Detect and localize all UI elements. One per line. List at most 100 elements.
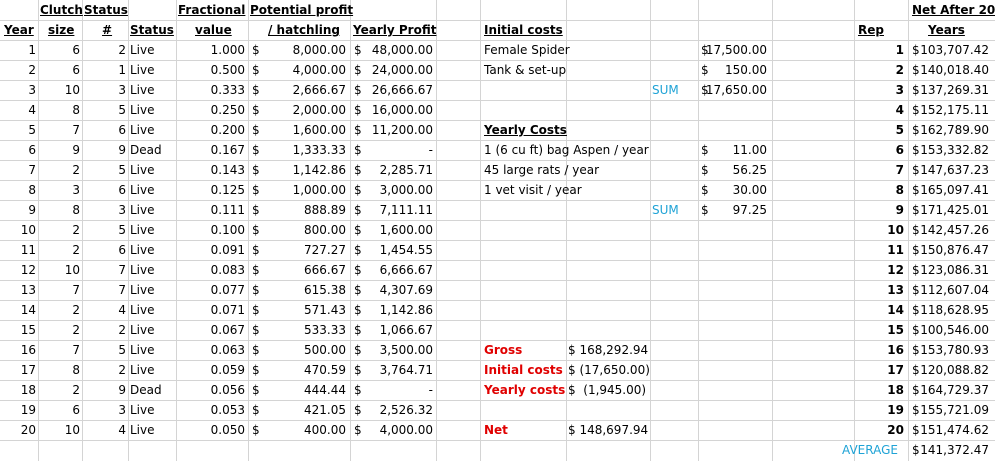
- initial-costs-summary-label[interactable]: Initial costs: [484, 363, 563, 377]
- clutch-size-cell[interactable]: 8: [72, 103, 80, 117]
- year-cell[interactable]: 8: [28, 183, 36, 197]
- rep-number-cell[interactable]: 14: [887, 303, 904, 317]
- yearly-cost-label-rats[interactable]: 45 large rats / year: [484, 163, 599, 177]
- clutch-size-cell[interactable]: 7: [72, 343, 80, 357]
- status-cell[interactable]: Live: [130, 403, 155, 417]
- rep-number-cell[interactable]: 1: [895, 43, 904, 57]
- clutch-size-cell[interactable]: 8: [72, 363, 80, 377]
- potential-profit-cell[interactable]: 4,000.00: [292, 63, 346, 77]
- fractional-value-cell[interactable]: 0.143: [210, 163, 245, 177]
- yearly-costs-sum-label[interactable]: SUM: [652, 203, 679, 217]
- initial-costs-title[interactable]: Initial costs: [484, 23, 563, 37]
- net-value[interactable]: $ 148,697.94: [568, 423, 649, 437]
- rep-net-value-cell[interactable]: 171,425.01: [920, 203, 989, 217]
- yearly-cost-amount-vet[interactable]: 30.00: [732, 183, 767, 197]
- fractional-value-cell[interactable]: 0.125: [210, 183, 245, 197]
- status-num-cell[interactable]: 4: [118, 303, 126, 317]
- rep-number-cell[interactable]: 5: [895, 123, 904, 137]
- potential-profit-cell[interactable]: 1,600.00: [292, 123, 346, 137]
- rep-net-value-cell[interactable]: 151,474.62: [920, 423, 989, 437]
- status-num-cell[interactable]: 2: [118, 363, 126, 377]
- year-cell[interactable]: 13: [20, 283, 36, 297]
- potential-profit-cell[interactable]: 1,142.86: [292, 163, 346, 177]
- year-cell[interactable]: 7: [28, 163, 36, 177]
- status-num-cell[interactable]: 9: [118, 143, 126, 157]
- rep-net-value-cell[interactable]: 140,018.40: [920, 63, 989, 77]
- year-cell[interactable]: 2: [28, 63, 36, 77]
- rep-number-cell[interactable]: 11: [887, 243, 904, 257]
- rep-net-value-cell[interactable]: 150,876.47: [920, 243, 989, 257]
- rep-number-cell[interactable]: 9: [895, 203, 904, 217]
- fractional-value-cell[interactable]: 0.091: [210, 243, 245, 257]
- year-cell[interactable]: 4: [28, 103, 36, 117]
- yearly-profit-cell[interactable]: 48,000.00: [371, 43, 433, 57]
- potential-profit-cell[interactable]: 421.05: [304, 403, 346, 417]
- yearly-profit-cell[interactable]: 26,666.67: [371, 83, 433, 97]
- header-status-num-line1[interactable]: Status: [84, 3, 128, 17]
- status-cell[interactable]: Live: [130, 343, 155, 357]
- status-cell[interactable]: Live: [130, 83, 155, 97]
- potential-profit-cell[interactable]: 2,000.00: [292, 103, 346, 117]
- clutch-size-cell[interactable]: 2: [72, 163, 80, 177]
- potential-profit-cell[interactable]: 666.67: [304, 263, 346, 277]
- yearly-profit-cell[interactable]: -: [428, 383, 433, 397]
- rep-net-value-cell[interactable]: 137,269.31: [920, 83, 989, 97]
- year-cell[interactable]: 19: [20, 403, 36, 417]
- year-cell[interactable]: 1: [28, 43, 36, 57]
- status-cell[interactable]: Live: [130, 123, 155, 137]
- potential-profit-cell[interactable]: 888.89: [304, 203, 346, 217]
- header-year[interactable]: Year: [4, 23, 34, 37]
- potential-profit-cell[interactable]: 727.27: [304, 243, 346, 257]
- year-cell[interactable]: 17: [20, 363, 36, 377]
- yearly-costs-summary-label[interactable]: Yearly costs: [484, 383, 566, 397]
- header-fractional-line1[interactable]: Fractional: [178, 3, 246, 17]
- clutch-size-cell[interactable]: 7: [72, 123, 80, 137]
- rep-number-cell[interactable]: 6: [895, 143, 904, 157]
- year-cell[interactable]: 15: [20, 323, 36, 337]
- status-cell[interactable]: Live: [130, 243, 155, 257]
- rep-number-cell[interactable]: 3: [895, 83, 904, 97]
- fractional-value-cell[interactable]: 0.056: [210, 383, 245, 397]
- rep-net-value-cell[interactable]: 153,332.82: [920, 143, 989, 157]
- yearly-profit-cell[interactable]: 16,000.00: [371, 103, 433, 117]
- potential-profit-cell[interactable]: 533.33: [304, 323, 346, 337]
- yearly-profit-cell[interactable]: 6,666.67: [379, 263, 433, 277]
- status-num-cell[interactable]: 5: [118, 223, 126, 237]
- gross-label[interactable]: Gross: [484, 343, 523, 357]
- rep-net-value-cell[interactable]: 164,729.37: [920, 383, 989, 397]
- rep-number-cell[interactable]: 4: [895, 103, 904, 117]
- header-clutch-size-line1[interactable]: Clutch: [40, 3, 83, 17]
- fractional-value-cell[interactable]: 0.050: [210, 423, 245, 437]
- clutch-size-cell[interactable]: 8: [72, 203, 80, 217]
- clutch-size-cell[interactable]: 2: [72, 383, 80, 397]
- rep-net-value-cell[interactable]: 112,607.04: [920, 283, 989, 297]
- potential-profit-cell[interactable]: 615.38: [304, 283, 346, 297]
- yearly-profit-cell[interactable]: 1,454.55: [379, 243, 433, 257]
- yearly-cost-amount-aspen[interactable]: 11.00: [732, 143, 767, 157]
- yearly-costs-title[interactable]: Yearly Costs: [484, 123, 567, 137]
- header-yearly-profit[interactable]: Yearly Profit: [353, 23, 437, 37]
- year-cell[interactable]: 12: [20, 263, 36, 277]
- yearly-cost-label-aspen[interactable]: 1 (6 cu ft) bag Aspen / year: [484, 143, 649, 157]
- net-label[interactable]: Net: [484, 423, 508, 437]
- average-value[interactable]: 141,372.47: [920, 443, 989, 457]
- year-cell[interactable]: 11: [20, 243, 36, 257]
- yearly-profit-cell[interactable]: 2,526.32: [379, 403, 433, 417]
- potential-profit-cell[interactable]: 500.00: [304, 343, 346, 357]
- header-potential-profit-line2[interactable]: / hatchling: [268, 23, 340, 37]
- fractional-value-cell[interactable]: 0.100: [210, 223, 245, 237]
- status-cell[interactable]: Live: [130, 103, 155, 117]
- status-cell[interactable]: Live: [130, 63, 155, 77]
- clutch-size-cell[interactable]: 6: [72, 43, 80, 57]
- yearly-profit-cell[interactable]: 4,307.69: [379, 283, 433, 297]
- year-cell[interactable]: 6: [28, 143, 36, 157]
- status-num-cell[interactable]: 5: [118, 343, 126, 357]
- yearly-cost-amount-rats[interactable]: 56.25: [732, 163, 767, 177]
- rep-net-value-cell[interactable]: 142,457.26: [920, 223, 989, 237]
- fractional-value-cell[interactable]: 0.083: [210, 263, 245, 277]
- rep-net-value-cell[interactable]: 147,637.23: [920, 163, 989, 177]
- rep-net-value-cell[interactable]: 100,546.00: [920, 323, 989, 337]
- initial-costs-sum-label[interactable]: SUM: [652, 83, 679, 97]
- status-num-cell[interactable]: 4: [118, 423, 126, 437]
- potential-profit-cell[interactable]: 571.43: [304, 303, 346, 317]
